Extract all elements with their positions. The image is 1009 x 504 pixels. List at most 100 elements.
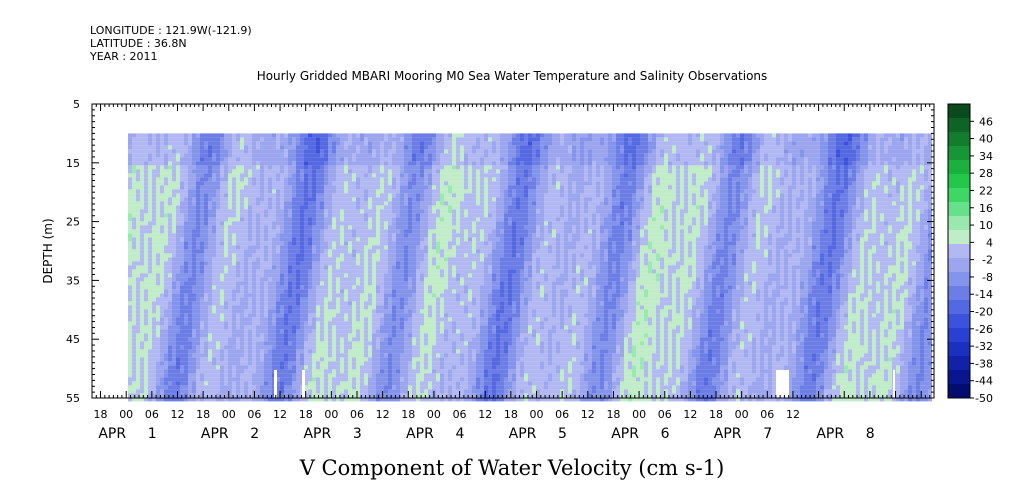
heatmap-cell: [348, 269, 352, 274]
heatmap-cell: [376, 165, 380, 170]
heatmap-cell: [404, 185, 408, 190]
heatmap-cell: [212, 357, 216, 362]
heatmap-cell: [144, 205, 148, 210]
heatmap-cell: [312, 305, 316, 310]
heatmap-cell: [264, 145, 268, 150]
heatmap-cell: [288, 205, 292, 210]
heatmap-cell: [176, 265, 180, 270]
heatmap-cell: [204, 245, 208, 250]
heatmap-cell: [252, 285, 256, 290]
heatmap-cell: [144, 341, 148, 346]
heatmap-cell: [400, 373, 404, 378]
heatmap-cell: [316, 273, 320, 278]
heatmap-cell: [332, 273, 336, 278]
heatmap-cell: [416, 325, 420, 330]
heatmap-cell: [388, 373, 392, 378]
heatmap-cell: [248, 293, 252, 298]
heatmap-cell: [384, 265, 388, 270]
heatmap-cell: [148, 329, 152, 334]
heatmap-cell: [400, 325, 404, 330]
heatmap-cell: [320, 201, 324, 206]
heatmap-cell: [152, 393, 156, 398]
heatmap-cell: [392, 213, 396, 218]
heatmap-cell: [348, 173, 352, 178]
heatmap-cell: [224, 169, 228, 174]
heatmap-cell: [416, 249, 420, 254]
heatmap-cell: [288, 157, 292, 162]
heatmap-cell: [348, 137, 352, 142]
heatmap-cell: [236, 189, 240, 194]
heatmap-cell: [156, 381, 160, 386]
heatmap-cell: [232, 289, 236, 294]
heatmap-cell: [392, 265, 396, 270]
heatmap-cell: [188, 289, 192, 294]
heatmap-cell: [420, 361, 424, 366]
heatmap-cell: [380, 173, 384, 178]
heatmap-cell: [372, 281, 376, 286]
heatmap-cell: [220, 157, 224, 162]
heatmap-cell: [172, 257, 176, 262]
heatmap-cell: [184, 329, 188, 334]
heatmap-cell: [260, 257, 264, 262]
heatmap-cell: [212, 397, 216, 402]
heatmap-cell: [204, 301, 208, 306]
heatmap-cell: [332, 333, 336, 338]
heatmap-cell: [236, 245, 240, 250]
heatmap-cell: [164, 213, 168, 218]
heatmap-cell: [208, 201, 212, 206]
heatmap-cell: [368, 137, 372, 142]
heatmap-cell: [336, 169, 340, 174]
heatmap-cell: [140, 225, 144, 230]
heatmap-cell: [316, 333, 320, 338]
heatmap-cell: [148, 321, 152, 326]
heatmap-cell: [192, 205, 196, 210]
heatmap-cell: [288, 177, 292, 182]
heatmap-cell: [356, 173, 360, 178]
heatmap-cell: [372, 397, 376, 402]
heatmap-cell: [244, 229, 248, 234]
heatmap-cell: [160, 317, 164, 322]
heatmap-cell: [360, 365, 364, 370]
heatmap-cell: [264, 361, 268, 366]
heatmap-cell: [388, 253, 392, 258]
heatmap-cell: [144, 261, 148, 266]
heatmap-cell: [232, 297, 236, 302]
heatmap-cell: [224, 249, 228, 254]
heatmap-cell: [360, 389, 364, 394]
heatmap-cell: [304, 241, 308, 246]
heatmap-cell: [324, 329, 328, 334]
heatmap-cell: [244, 269, 248, 274]
heatmap-cell: [364, 337, 368, 342]
heatmap-cell: [332, 313, 336, 318]
heatmap-cell: [328, 189, 332, 194]
heatmap-cell: [184, 193, 188, 198]
heatmap-cell: [384, 361, 388, 366]
heatmap-cell: [228, 265, 232, 270]
heatmap-cell: [344, 301, 348, 306]
heatmap-cell: [196, 149, 200, 154]
heatmap-cell: [308, 257, 312, 262]
heatmap-cell: [316, 341, 320, 346]
heatmap-cell: [424, 153, 428, 158]
heatmap-cell: [292, 185, 296, 190]
heatmap-cell: [360, 273, 364, 278]
heatmap-cell: [284, 309, 288, 314]
heatmap-cell: [288, 213, 292, 218]
heatmap-cell: [380, 217, 384, 222]
heatmap-cell: [232, 393, 236, 398]
heatmap-cell: [272, 257, 276, 262]
heatmap-cell: [368, 153, 372, 158]
heatmap-cell: [340, 145, 344, 150]
heatmap-cell: [216, 309, 220, 314]
heatmap-cell: [132, 189, 136, 194]
heatmap-cell: [296, 217, 300, 222]
heatmap-cell: [284, 197, 288, 202]
heatmap-cell: [168, 201, 172, 206]
heatmap-cell: [148, 285, 152, 290]
heatmap-cell: [244, 321, 248, 326]
heatmap-cell: [336, 377, 340, 382]
heatmap-cell: [232, 253, 236, 258]
heatmap-cell: [248, 245, 252, 250]
heatmap-cell: [352, 209, 356, 214]
heatmap-cell: [336, 337, 340, 342]
